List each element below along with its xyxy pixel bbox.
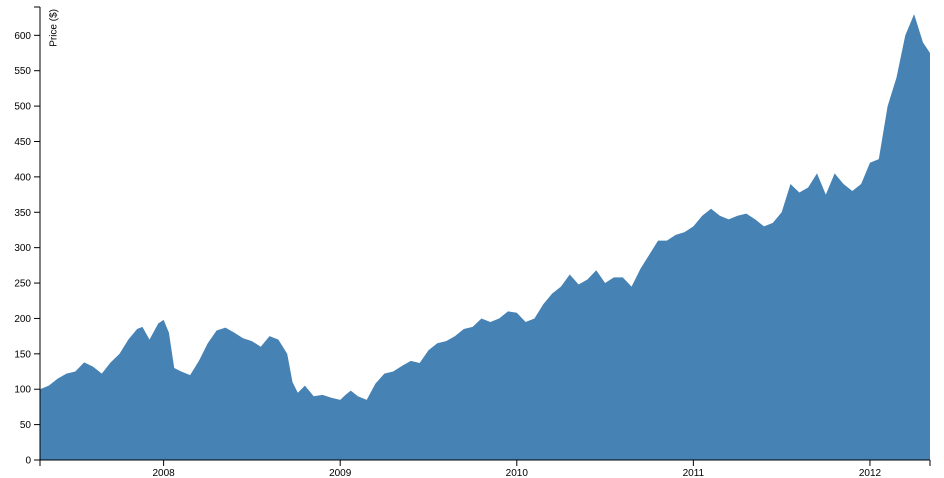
y-tick-label: 200: [14, 314, 31, 325]
area: [40, 14, 930, 460]
y-tick-label: 150: [14, 349, 31, 360]
y-tick-label: 550: [14, 66, 31, 77]
x-tick-label: 2012: [859, 468, 882, 478]
y-axis-label: Price ($): [49, 9, 60, 47]
x-tick-label: 2008: [152, 468, 175, 478]
y-tick-label: 100: [14, 385, 31, 396]
y-tick-label: 600: [14, 31, 31, 42]
y-tick-label: 50: [20, 420, 32, 431]
y-tick-label: 450: [14, 137, 31, 148]
y-tick-label: 250: [14, 279, 31, 290]
x-tick-label: 2009: [329, 468, 352, 478]
y-tick-label: 0: [25, 456, 31, 467]
y-tick-label: 500: [14, 102, 31, 113]
x-tick-label: 2011: [683, 468, 705, 478]
x-tick-label: 2010: [506, 468, 529, 478]
y-tick-label: 350: [14, 208, 31, 219]
y-tick-label: 300: [14, 243, 31, 254]
y-tick-label: 400: [14, 172, 31, 183]
